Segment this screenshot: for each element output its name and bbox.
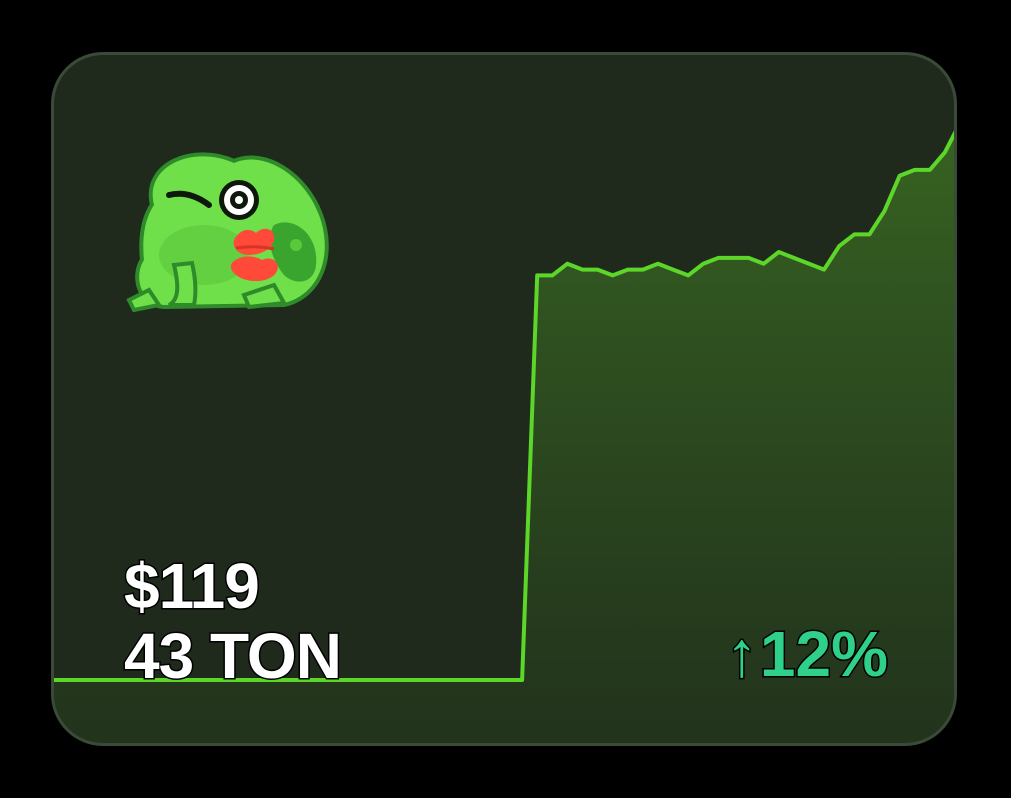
frog-sticker-icon <box>126 152 329 313</box>
change-value: 12% <box>758 618 889 690</box>
price-ton: 43 TON <box>123 620 344 692</box>
chart-line <box>54 130 954 682</box>
arrow-up-icon: ↑ <box>724 618 759 690</box>
chart-area <box>54 134 954 743</box>
price-card[interactable]: $119 43 TON ↑ 12% <box>51 52 957 746</box>
price-chart <box>54 130 954 743</box>
price-change: ↑ 12% <box>724 618 889 690</box>
price-usd: $119 <box>123 550 262 622</box>
